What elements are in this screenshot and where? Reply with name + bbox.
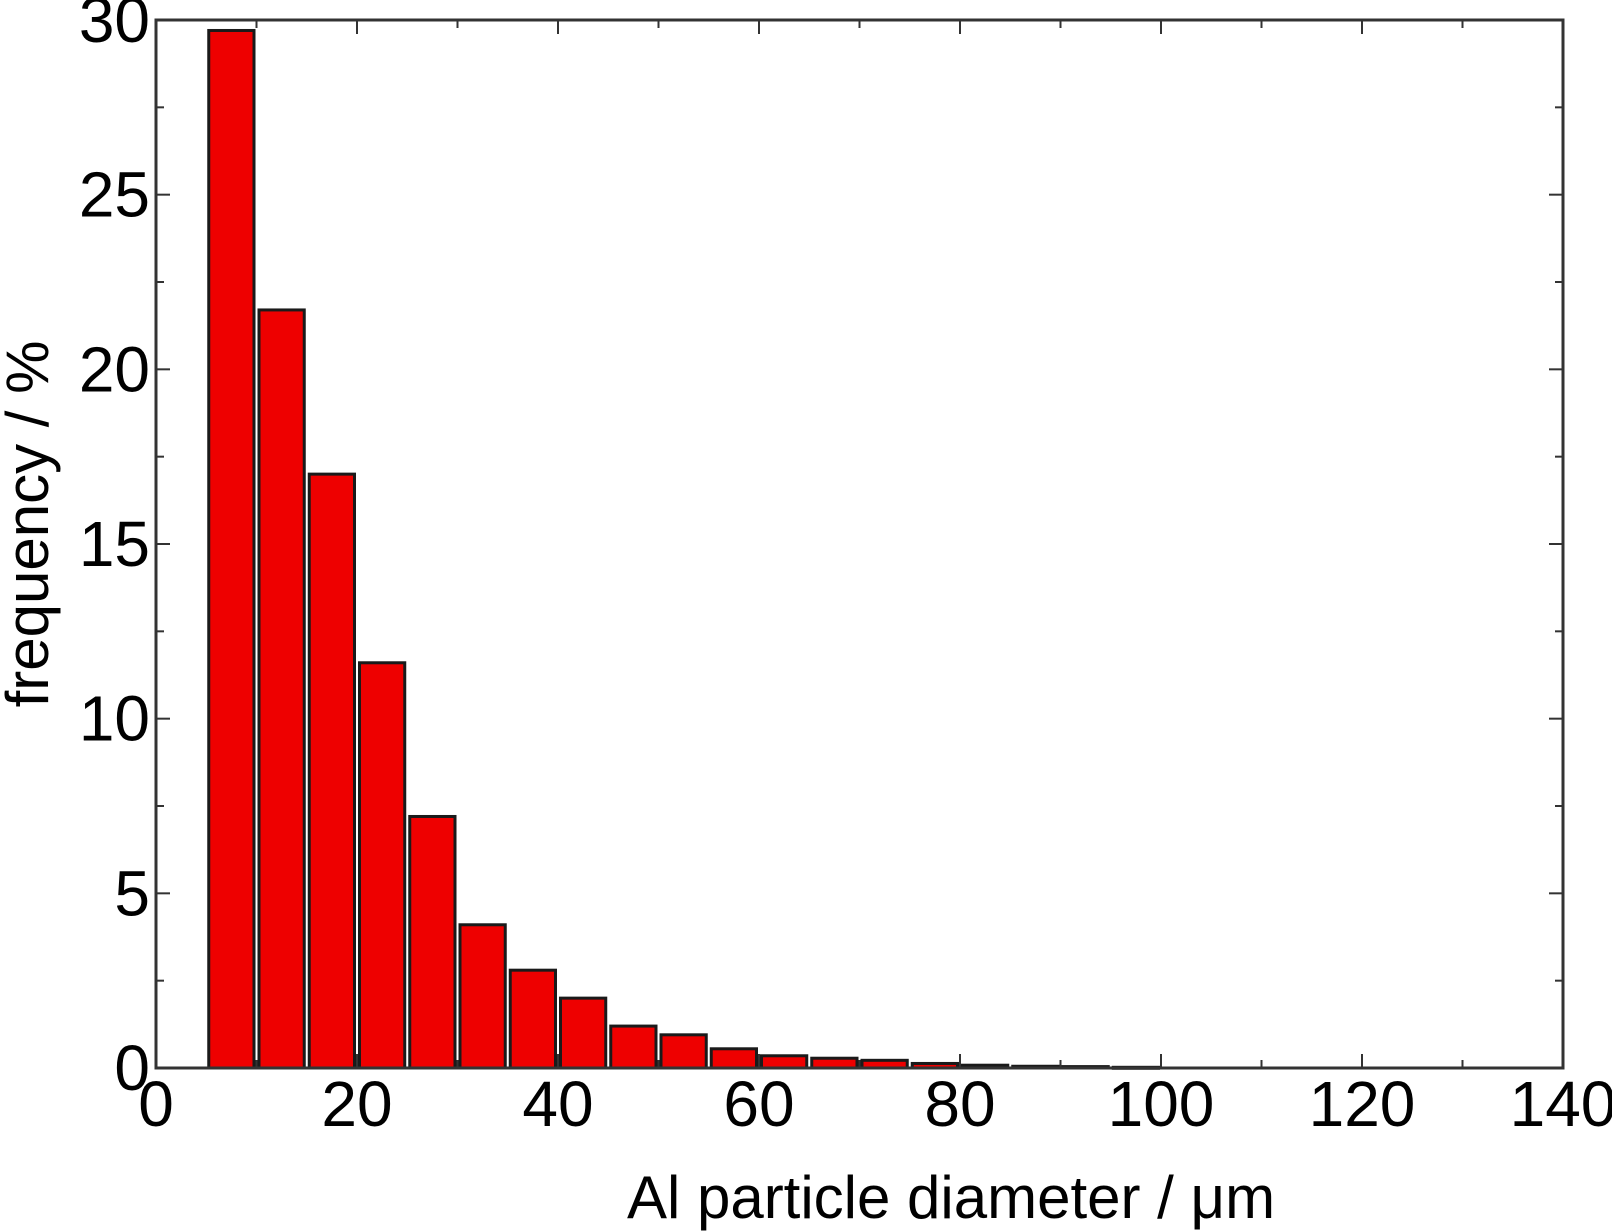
x-tick-label: 0 <box>138 1068 174 1140</box>
bar <box>609 1024 658 1070</box>
bar <box>257 308 306 1070</box>
x-axis-label: Al particle diameter / μm <box>627 1164 1275 1231</box>
bar <box>709 1047 758 1070</box>
y-tick-label: 0 <box>114 1032 150 1104</box>
y-axis-label: frequency / % <box>0 341 61 708</box>
bar <box>760 1054 809 1070</box>
y-tick-label: 20 <box>79 333 150 405</box>
x-tick-label: 80 <box>924 1068 995 1140</box>
y-tick-label: 15 <box>79 508 150 580</box>
ticks-group <box>155 19 1564 1069</box>
bar <box>408 814 457 1070</box>
bar <box>207 28 256 1070</box>
x-tick-label: 40 <box>522 1068 593 1140</box>
y-tick-label: 10 <box>79 683 150 755</box>
x-tick-label: 100 <box>1108 1068 1215 1140</box>
y-tick-label: 25 <box>79 159 150 231</box>
x-tick-label: 120 <box>1309 1068 1416 1140</box>
bar <box>659 1033 708 1070</box>
x-tick-label: 20 <box>321 1068 392 1140</box>
bar <box>508 968 557 1070</box>
tick-labels-group: 0 20 40 60 80 100 120 140 0 5 10 15 20 25 30 <box>79 0 1612 1140</box>
bar <box>559 996 608 1070</box>
x-tick-label: 140 <box>1510 1068 1612 1140</box>
bar <box>307 472 356 1070</box>
y-tick-label: 5 <box>114 857 150 929</box>
x-tick-label: 60 <box>723 1068 794 1140</box>
bar <box>458 923 507 1070</box>
bar <box>358 661 407 1070</box>
y-tick-label: 30 <box>79 0 150 56</box>
bars-group <box>207 28 1160 1070</box>
